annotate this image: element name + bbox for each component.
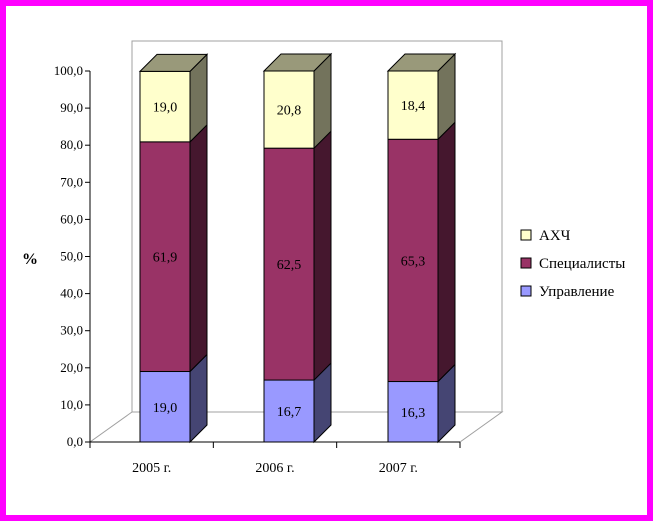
y-tick-label: 40,0 (60, 286, 83, 301)
bar-segment-front (263, 70, 315, 149)
bar-top-face (262, 53, 333, 72)
x-tick-label: 2007 г. (379, 461, 418, 476)
data-label: 18,4 (401, 99, 426, 114)
bars (138, 52, 457, 444)
data-label: 19,0 (153, 101, 178, 116)
legend-swatch (520, 285, 532, 297)
y-tick-label: 30,0 (60, 323, 83, 338)
legend-label: АХЧ (539, 228, 571, 244)
bar-top-face (138, 53, 209, 72)
data-labels: 19,0 61,9 19,0 16,7 62,5 20,8 16,3 65,3 18,4 (153, 99, 426, 421)
y-axis-title: % (22, 251, 38, 268)
x-tick-label: 2006 г. (255, 461, 294, 476)
y-tick-label: 80,0 (60, 137, 83, 152)
bar-segment-side (313, 129, 332, 382)
bar-segment-front (139, 371, 191, 443)
y-tick-label: 10,0 (60, 397, 83, 412)
bar-segment-front (263, 147, 315, 381)
y-tick-label: 70,0 (60, 174, 83, 189)
bar-top-face (386, 53, 457, 72)
data-label: 20,8 (277, 104, 302, 119)
data-label: 62,5 (277, 258, 302, 273)
x-axis-labels: 2005 г. 2006 г. 2007 г. (132, 461, 418, 476)
bar-segment-side (437, 121, 456, 383)
legend-label: Специалисты (539, 256, 625, 272)
y-tick-label: 60,0 (60, 211, 83, 226)
y-tick-label: 20,0 (60, 360, 83, 375)
y-tick-label: 0,0 (67, 434, 83, 449)
y-tick-label: 90,0 (60, 100, 83, 115)
x-tick-label: 2005 г. (132, 461, 171, 476)
bar-segment-side (189, 123, 208, 373)
y-tick-label: 100,0 (54, 63, 83, 78)
data-label: 65,3 (401, 254, 426, 269)
data-label: 19,0 (153, 401, 178, 416)
legend-swatch (520, 229, 532, 241)
data-label: 16,7 (277, 405, 302, 420)
y-tick-label: 50,0 (60, 249, 83, 264)
legend-label: Управление (539, 284, 615, 300)
bar-segment-front (387, 70, 439, 140)
bar-segment-front (139, 141, 191, 373)
data-label: 16,3 (401, 406, 426, 421)
bar-segment-front (387, 381, 439, 443)
bar-segment-front (139, 70, 191, 143)
legend-swatch (520, 257, 532, 269)
data-label: 61,9 (153, 251, 178, 266)
legend: АХЧ Специалисты Управление (520, 228, 625, 300)
